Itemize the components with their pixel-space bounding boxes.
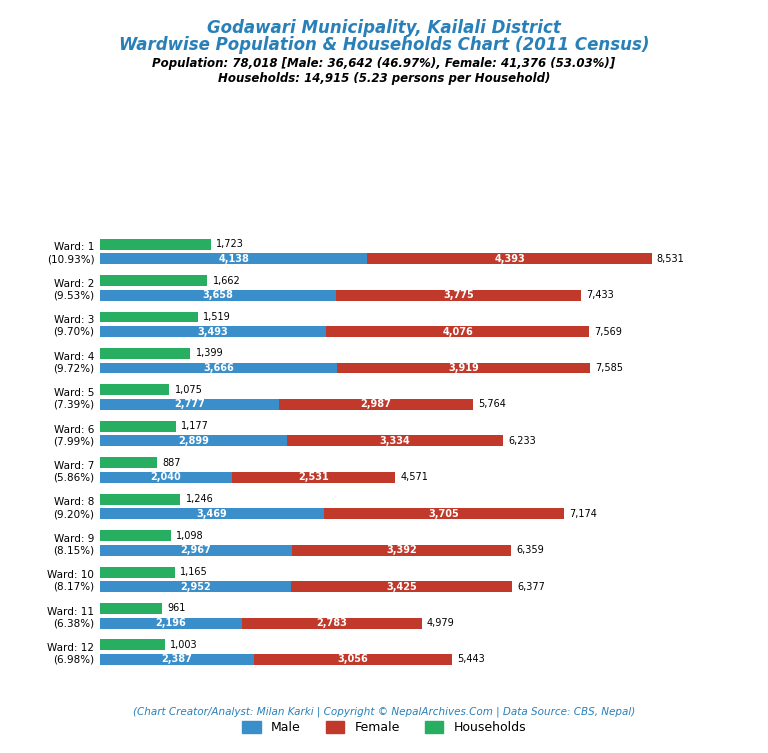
Text: 1,165: 1,165 xyxy=(180,567,208,577)
Text: 2,387: 2,387 xyxy=(161,654,193,664)
Text: 3,666: 3,666 xyxy=(203,363,233,373)
Text: 7,174: 7,174 xyxy=(569,509,597,519)
Bar xyxy=(242,617,422,629)
Bar xyxy=(100,312,198,322)
Legend: Male, Female, Households: Male, Female, Households xyxy=(237,716,531,739)
Bar xyxy=(100,603,162,614)
Text: Godawari Municipality, Kailali District: Godawari Municipality, Kailali District xyxy=(207,19,561,37)
Text: 6,377: 6,377 xyxy=(518,581,545,592)
Text: 1,075: 1,075 xyxy=(174,385,203,395)
Bar xyxy=(100,399,280,410)
Text: 3,658: 3,658 xyxy=(203,290,233,300)
Text: 3,425: 3,425 xyxy=(386,581,417,592)
Text: 3,493: 3,493 xyxy=(197,327,228,337)
Bar xyxy=(100,508,324,520)
Text: 7,569: 7,569 xyxy=(594,327,622,337)
Text: 4,138: 4,138 xyxy=(218,254,249,264)
Text: 2,967: 2,967 xyxy=(180,545,211,555)
Bar xyxy=(291,581,512,592)
Bar xyxy=(100,275,207,286)
Text: Wardwise Population & Households Chart (2011 Census): Wardwise Population & Households Chart (… xyxy=(119,36,649,54)
Text: 5,443: 5,443 xyxy=(457,654,485,664)
Text: 7,585: 7,585 xyxy=(595,363,624,373)
Text: 4,979: 4,979 xyxy=(427,618,455,628)
Text: Households: 14,915 (5.23 persons per Household): Households: 14,915 (5.23 persons per Hou… xyxy=(218,72,550,85)
Text: 1,662: 1,662 xyxy=(213,276,240,285)
Text: 4,571: 4,571 xyxy=(401,472,429,483)
Bar xyxy=(232,472,396,483)
Text: 2,783: 2,783 xyxy=(316,618,347,628)
Text: 2,952: 2,952 xyxy=(180,581,210,592)
Bar xyxy=(280,399,472,410)
Text: 2,777: 2,777 xyxy=(174,399,205,410)
Bar xyxy=(100,639,164,651)
Text: 2,987: 2,987 xyxy=(361,399,392,410)
Text: Population: 78,018 [Male: 36,642 (46.97%), Female: 41,376 (53.03%)]: Population: 78,018 [Male: 36,642 (46.97%… xyxy=(152,57,616,70)
Text: 1,098: 1,098 xyxy=(176,531,204,541)
Text: 8,531: 8,531 xyxy=(657,254,684,264)
Bar xyxy=(100,494,180,505)
Text: 3,919: 3,919 xyxy=(449,363,479,373)
Bar xyxy=(100,326,326,337)
Bar xyxy=(367,253,651,264)
Text: 2,196: 2,196 xyxy=(155,618,186,628)
Text: 2,040: 2,040 xyxy=(151,472,181,483)
Text: 5,764: 5,764 xyxy=(478,399,505,410)
Text: 6,233: 6,233 xyxy=(508,436,536,446)
Text: 1,723: 1,723 xyxy=(217,239,244,249)
Text: (Chart Creator/Analyst: Milan Karki | Copyright © NepalArchives.Com | Data Sourc: (Chart Creator/Analyst: Milan Karki | Co… xyxy=(133,706,635,717)
Bar xyxy=(100,654,254,665)
Text: 3,705: 3,705 xyxy=(429,509,459,519)
Text: 1,519: 1,519 xyxy=(204,312,231,322)
Text: 1,003: 1,003 xyxy=(170,640,197,650)
Bar xyxy=(336,290,581,300)
Text: 7,433: 7,433 xyxy=(586,290,614,300)
Text: 961: 961 xyxy=(167,603,186,614)
Bar xyxy=(100,239,211,249)
Text: 3,334: 3,334 xyxy=(379,436,411,446)
Bar xyxy=(100,566,175,578)
Text: 1,246: 1,246 xyxy=(186,494,214,505)
Text: 2,531: 2,531 xyxy=(298,472,329,483)
Bar xyxy=(100,544,292,556)
Bar xyxy=(324,508,564,520)
Bar xyxy=(254,654,452,665)
Bar xyxy=(100,435,287,447)
Text: 6,359: 6,359 xyxy=(516,545,544,555)
Bar xyxy=(326,326,589,337)
Bar xyxy=(292,544,511,556)
Bar xyxy=(100,472,232,483)
Text: 4,393: 4,393 xyxy=(494,254,525,264)
Bar xyxy=(100,581,291,592)
Bar xyxy=(100,530,170,541)
Text: 4,076: 4,076 xyxy=(442,327,473,337)
Bar xyxy=(100,617,242,629)
Text: 1,399: 1,399 xyxy=(196,349,223,358)
Bar xyxy=(100,253,367,264)
Bar xyxy=(100,290,336,300)
Bar xyxy=(337,362,591,373)
Text: 3,775: 3,775 xyxy=(443,290,474,300)
Text: 3,056: 3,056 xyxy=(338,654,369,664)
Text: 887: 887 xyxy=(162,458,181,468)
Bar xyxy=(100,348,190,359)
Text: 2,899: 2,899 xyxy=(178,436,209,446)
Bar xyxy=(100,362,337,373)
Text: 3,392: 3,392 xyxy=(386,545,417,555)
Text: 3,469: 3,469 xyxy=(197,509,227,519)
Bar xyxy=(100,457,157,468)
Bar xyxy=(100,421,176,431)
Bar xyxy=(287,435,503,447)
Bar xyxy=(100,384,170,395)
Text: 1,177: 1,177 xyxy=(181,421,209,431)
